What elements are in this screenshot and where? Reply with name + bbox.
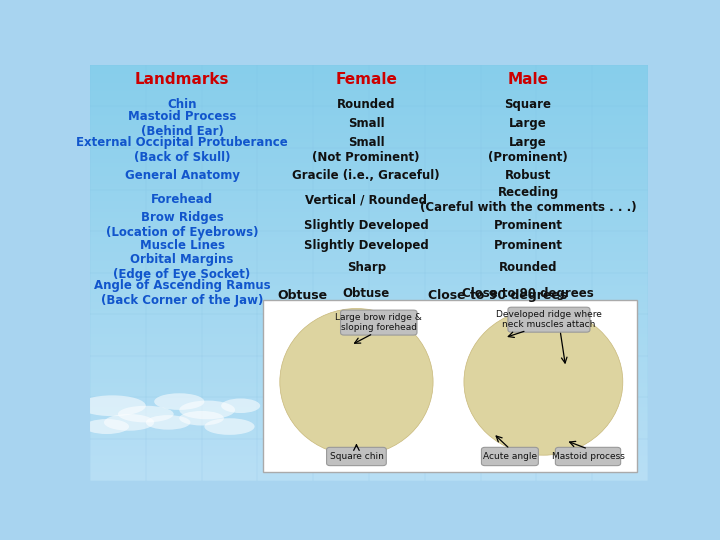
Text: Rounded: Rounded	[499, 261, 557, 274]
Text: Prominent: Prominent	[493, 219, 562, 232]
Ellipse shape	[204, 418, 255, 435]
Ellipse shape	[118, 406, 174, 422]
Ellipse shape	[464, 308, 623, 455]
Ellipse shape	[221, 399, 260, 413]
Text: Sharp: Sharp	[346, 261, 386, 274]
Text: Obtuse: Obtuse	[277, 289, 327, 302]
Text: General Anatomy: General Anatomy	[125, 170, 240, 183]
FancyBboxPatch shape	[263, 300, 637, 472]
Ellipse shape	[145, 415, 191, 430]
Text: Prominent: Prominent	[493, 239, 562, 252]
Text: Chin: Chin	[167, 98, 197, 111]
Text: Gracile (i.e., Graceful): Gracile (i.e., Graceful)	[292, 170, 440, 183]
Ellipse shape	[179, 411, 224, 426]
Ellipse shape	[280, 308, 433, 455]
Text: Slightly Developed: Slightly Developed	[304, 239, 428, 252]
Text: Muscle Lines: Muscle Lines	[140, 239, 225, 252]
Text: Square chin: Square chin	[330, 452, 383, 461]
Ellipse shape	[179, 401, 235, 419]
Text: Angle of Ascending Ramus
(Back Corner of the Jaw): Angle of Ascending Ramus (Back Corner of…	[94, 280, 271, 307]
FancyBboxPatch shape	[327, 447, 387, 465]
Text: Orbital Margins
(Edge of Eye Socket): Orbital Margins (Edge of Eye Socket)	[114, 253, 251, 281]
Ellipse shape	[79, 395, 145, 416]
Text: Small
(Not Prominent): Small (Not Prominent)	[312, 136, 420, 164]
Text: Forehead: Forehead	[151, 193, 213, 206]
FancyBboxPatch shape	[341, 310, 417, 335]
Ellipse shape	[84, 419, 129, 434]
Ellipse shape	[154, 393, 204, 410]
Text: Large
(Prominent): Large (Prominent)	[488, 136, 568, 164]
Text: Rounded: Rounded	[337, 98, 395, 111]
Text: Small: Small	[348, 117, 384, 130]
Text: Female: Female	[336, 72, 397, 87]
Text: Slightly Developed: Slightly Developed	[304, 219, 428, 232]
Text: Robust: Robust	[505, 170, 552, 183]
Text: Large brow ridge &
sloping forehead: Large brow ridge & sloping forehead	[336, 313, 422, 332]
Text: Landmarks: Landmarks	[135, 72, 229, 87]
Text: Obtuse: Obtuse	[343, 287, 390, 300]
FancyBboxPatch shape	[508, 307, 590, 332]
Text: Male: Male	[508, 72, 549, 87]
Text: Acute angle: Acute angle	[483, 452, 537, 461]
Ellipse shape	[104, 414, 154, 431]
Text: Close to 90 degrees: Close to 90 degrees	[462, 287, 594, 300]
Text: Receding
(Careful with the comments . . .): Receding (Careful with the comments . . …	[420, 186, 636, 213]
Text: Large: Large	[509, 117, 547, 130]
Text: Vertical / Rounded: Vertical / Rounded	[305, 193, 427, 206]
Text: External Occipital Protuberance
(Back of Skull): External Occipital Protuberance (Back of…	[76, 136, 288, 164]
Text: Brow Ridges
(Location of Eyebrows): Brow Ridges (Location of Eyebrows)	[106, 211, 258, 239]
FancyBboxPatch shape	[555, 447, 621, 465]
Text: Square: Square	[505, 98, 552, 111]
Text: Mastoid Process
(Behind Ear): Mastoid Process (Behind Ear)	[128, 110, 236, 138]
Text: Close to 90 degrees: Close to 90 degrees	[428, 289, 567, 302]
FancyBboxPatch shape	[482, 447, 539, 465]
Text: Developed ridge where
neck muscles attach: Developed ridge where neck muscles attac…	[496, 310, 602, 329]
Text: Mastoid process: Mastoid process	[552, 452, 624, 461]
